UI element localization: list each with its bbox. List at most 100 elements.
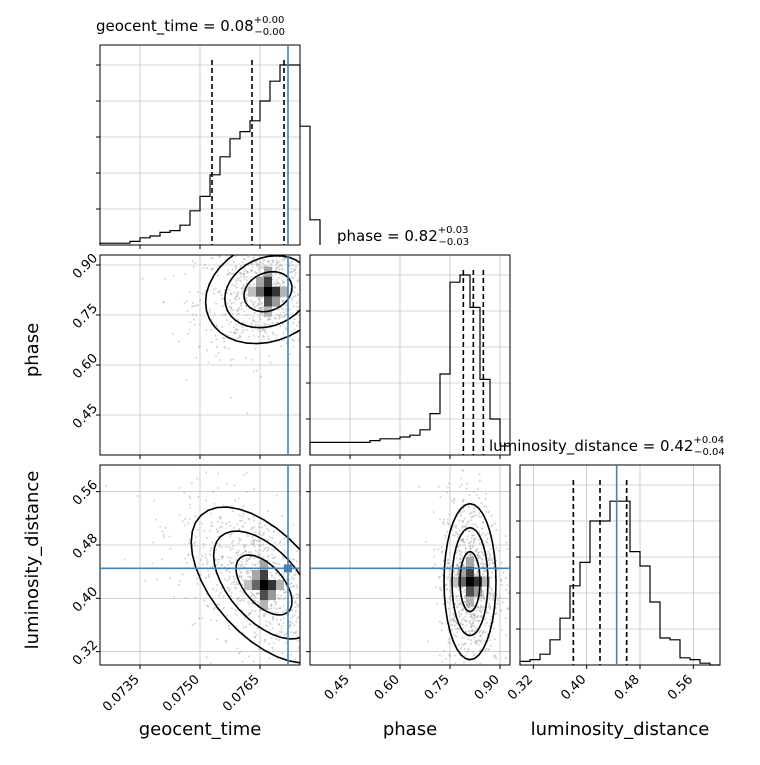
scatter-point (488, 563, 491, 566)
scatter-point (294, 606, 297, 609)
scatter-point (462, 498, 465, 501)
scatter-point (465, 612, 468, 615)
scatter-point (263, 259, 266, 262)
scatter-point (481, 639, 484, 642)
scatter-point (306, 338, 308, 340)
scatter-point (315, 578, 317, 580)
scatter-point (230, 306, 233, 309)
scatter-point (223, 337, 226, 340)
scatter-point (293, 269, 296, 272)
scatter-point (462, 510, 465, 513)
scatter-point (185, 378, 188, 381)
scatter-point (297, 313, 300, 316)
scatter-point (281, 556, 284, 559)
scatter-point (153, 499, 156, 502)
x-tick-label: 0.45 (322, 672, 353, 703)
scatter-point (477, 631, 480, 634)
scatter-point (242, 329, 245, 332)
scatter-point (264, 546, 267, 549)
scatter-point (310, 590, 312, 592)
scatter-point (233, 297, 236, 300)
scatter-point (253, 631, 256, 634)
scatter-point (453, 617, 456, 620)
scatter-point (232, 539, 235, 542)
scatter-point (452, 620, 455, 623)
scatter-point (484, 534, 487, 537)
scatter-point (250, 540, 253, 543)
scatter-point (320, 569, 322, 571)
scatter-point (503, 695, 505, 697)
scatter-point (319, 314, 321, 316)
scatter-point (284, 591, 287, 594)
scatter-point (262, 543, 265, 546)
scatter-point (291, 339, 294, 342)
scatter-point (452, 687, 454, 689)
scatter-point (472, 654, 475, 657)
scatter-point (276, 611, 279, 614)
scatter-point (459, 561, 462, 564)
scatter-point (228, 575, 231, 578)
scatter-point (447, 607, 450, 610)
scatter-point (480, 611, 483, 614)
scatter-point (240, 287, 243, 290)
scatter-point (258, 560, 261, 563)
scatter-point (319, 632, 321, 634)
scatter-point (264, 624, 267, 627)
scatter-point (459, 529, 462, 532)
scatter-point (231, 268, 234, 271)
scatter-point (187, 522, 190, 525)
scatter-point (488, 553, 491, 556)
scatter-point (283, 537, 286, 540)
scatter-point (229, 535, 232, 538)
scatter-point (332, 292, 334, 294)
scatter-point (467, 541, 470, 544)
scatter-point (491, 597, 494, 600)
scatter-point (315, 244, 317, 246)
scatter-point (249, 611, 252, 614)
scatter-point (252, 539, 255, 542)
scatter-point (301, 596, 303, 598)
scatter-point (271, 331, 274, 334)
scatter-point (235, 328, 238, 331)
scatter-point (238, 277, 241, 280)
scatter-point (311, 683, 313, 685)
scatter-point (267, 555, 270, 558)
scatter-point (264, 613, 267, 616)
scatter-point (312, 245, 314, 247)
scatter-point (241, 557, 244, 560)
scatter-point (271, 259, 274, 262)
scatter-point (461, 526, 464, 529)
scatter-point (228, 273, 231, 276)
scatter-point (229, 557, 232, 560)
scatter-point (282, 611, 285, 614)
scatter-point (453, 570, 456, 573)
scatter-point (327, 311, 329, 313)
scatter-point (236, 295, 239, 298)
scatter-point (466, 522, 469, 525)
scatter-point (487, 596, 490, 599)
scatter-point (253, 487, 256, 490)
scatter-point (480, 558, 483, 561)
density-cell (244, 580, 252, 590)
scatter-point (450, 500, 453, 503)
scatter-point (299, 334, 300, 336)
scatter-point (333, 609, 335, 611)
scatter-point (256, 593, 259, 596)
scatter-point (258, 543, 261, 546)
scatter-point (460, 647, 463, 650)
scatter-point (493, 638, 496, 641)
scatter-point (467, 647, 470, 650)
scatter-point (292, 321, 295, 324)
scatter-point (311, 281, 313, 283)
scatter-point (268, 643, 271, 646)
scatter-point (219, 526, 222, 529)
scatter-point (450, 594, 453, 597)
density-cell (466, 576, 474, 587)
scatter-point (253, 538, 256, 541)
scatter-point (471, 628, 474, 631)
scatter-point (296, 218, 298, 220)
scatter-point (326, 580, 328, 582)
scatter-point (257, 647, 260, 650)
scatter-point (292, 295, 295, 298)
scatter-point (487, 510, 490, 513)
